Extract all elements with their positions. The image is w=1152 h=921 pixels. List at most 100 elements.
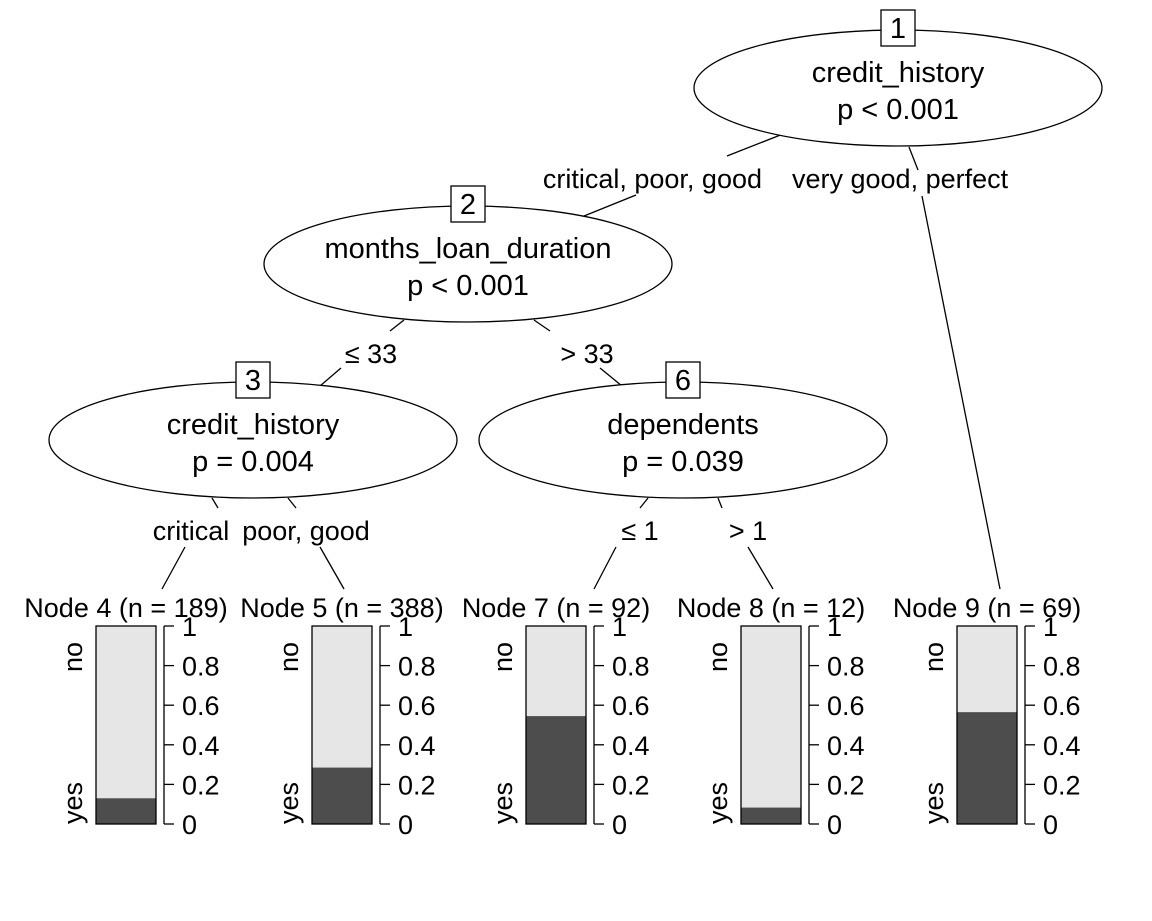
node-2-variable: months_loan_duration	[325, 233, 612, 265]
edge-6-7-seg2	[593, 546, 617, 590]
inner-node-6: 6 dependents p = 0.039	[478, 361, 888, 499]
node-6-pvalue: p = 0.039	[622, 446, 744, 478]
terminal-7-tick-label-5: 1	[612, 612, 627, 642]
node-1-pvalue: p < 0.001	[837, 94, 959, 126]
terminal-8-tick-label-0: 0	[827, 810, 842, 840]
terminal-5-label: Node 5 (n = 388)	[240, 593, 443, 623]
terminal-4-tick-label-0: 0	[182, 810, 197, 840]
terminal-5-bar-frame	[311, 625, 373, 825]
terminal-4-tick-label-4: 0.8	[182, 652, 220, 682]
edge-label-3-5: poor, good	[242, 516, 370, 546]
terminal-7-tick-label-4: 0.8	[612, 652, 650, 682]
terminal-4-tick-label-5: 1	[182, 612, 197, 642]
terminal-4-yes-bar	[96, 798, 156, 824]
terminal-9-no-bar	[957, 626, 1017, 713]
terminal-8-no-bar	[741, 626, 801, 808]
edge-2-3-seg1	[389, 319, 405, 332]
edge-2-3-seg2	[319, 367, 342, 387]
node-1-id-box	[880, 9, 916, 47]
node-3-variable: credit_history	[167, 409, 340, 441]
node-1-variable: credit_history	[812, 57, 985, 89]
terminal-5-no-bar	[312, 626, 372, 768]
terminal-7-class-no: no	[488, 642, 518, 672]
tree-terminal-nodes: Node 4 (n = 189)00.20.40.60.81noyesNode …	[24, 593, 1081, 840]
terminal-5-tick-label-0: 0	[398, 810, 413, 840]
terminal-7-bar-frame	[525, 625, 587, 825]
terminal-8-class-no: no	[703, 642, 733, 672]
edge-1-9-seg2	[921, 195, 1001, 590]
edge-label-1-2: critical, poor, good	[543, 164, 762, 194]
edge-label-2-6: > 33	[560, 339, 613, 369]
edge-6-8-seg2	[747, 546, 774, 590]
node-3-id: 3	[245, 365, 261, 397]
terminal-5-tick-label-2: 0.4	[398, 731, 436, 761]
terminal-8-tick-label-4: 0.8	[827, 652, 865, 682]
terminal-9-class-no: no	[919, 642, 949, 672]
terminal-4-tick-label-1: 0.2	[182, 770, 220, 800]
terminal-4-bar-frame	[95, 625, 157, 825]
node-2-id: 2	[460, 189, 476, 221]
edge-2-6-seg2	[599, 367, 623, 387]
terminal-5-class-no: no	[274, 642, 304, 672]
edge-6-7-seg1	[639, 497, 649, 509]
edge-label-6-8: > 1	[729, 516, 767, 546]
terminal-8-tick-label-1: 0.2	[827, 770, 865, 800]
terminal-8-label: Node 8 (n = 12)	[677, 593, 865, 623]
terminal-8-tick-label-2: 0.4	[827, 731, 865, 761]
terminal-4-class-no: no	[58, 642, 88, 672]
terminal-8-tick-label-3: 0.6	[827, 691, 865, 721]
edge-3-5-seg1	[287, 497, 297, 509]
node-3-id-box	[235, 361, 271, 399]
terminal-5-class-yes: yes	[274, 782, 304, 824]
terminal-9-label: Node 9 (n = 69)	[893, 593, 1081, 623]
terminal-9-yes-bar	[957, 712, 1017, 824]
edge-6-8-seg1	[717, 497, 723, 509]
edge-label-6-7: ≤ 1	[621, 516, 658, 546]
terminal-9-tick-label-2: 0.4	[1043, 731, 1081, 761]
terminal-7-tick-label-2: 0.4	[612, 731, 650, 761]
terminal-4-no-bar	[96, 626, 156, 799]
terminal-8-bar-frame	[740, 625, 802, 825]
terminal-5-tick-label-1: 0.2	[398, 770, 436, 800]
terminal-node-8: Node 8 (n = 12) 0 0.2 0.4 0.6 0.8 1 no yes	[677, 593, 865, 840]
terminal-node-7: Node 7 (n = 92) 0 0.2 0.4 0.6 0.8 1 no yes	[462, 593, 650, 840]
edge-1-2-seg2	[583, 194, 637, 217]
edge-label-2-3: ≤ 33	[345, 339, 397, 369]
terminal-7-no-bar	[526, 626, 586, 717]
terminal-5-tick-label-5: 1	[398, 612, 413, 642]
terminal-8-yes-bar	[741, 807, 801, 824]
node-2-id-box	[450, 185, 486, 223]
terminal-9-tick-label-1: 0.2	[1043, 770, 1081, 800]
terminal-9-tick-label-4: 0.8	[1043, 652, 1081, 682]
terminal-node-9: Node 9 (n = 69) 0 0.2 0.4 0.6 0.8 1 no yes	[893, 593, 1081, 840]
terminal-4-tick-label-3: 0.6	[182, 691, 220, 721]
node-6-id-box	[665, 361, 701, 399]
edge-1-2-seg1	[726, 133, 784, 157]
node-1-id: 1	[890, 13, 906, 45]
edge-label-3-4: critical	[153, 516, 230, 546]
edge-3-4-seg1	[211, 497, 219, 509]
terminal-4-tick-label-2: 0.4	[182, 731, 220, 761]
edge-3-5-seg2	[319, 546, 345, 590]
terminal-7-tick-label-1: 0.2	[612, 770, 650, 800]
terminal-5-tick-label-4: 0.8	[398, 652, 436, 682]
edge-1-9-seg1	[908, 146, 919, 171]
terminal-8-tick-label-5: 1	[827, 612, 842, 642]
edge-2-6-seg1	[533, 319, 551, 332]
terminal-5-tick-label-3: 0.6	[398, 691, 436, 721]
terminal-9-class-yes: yes	[919, 782, 949, 824]
terminal-8-class-yes: yes	[703, 782, 733, 824]
terminal-4-label: Node 4 (n = 189)	[24, 593, 227, 623]
tree-edges	[161, 133, 1001, 590]
terminal-7-yes-bar	[526, 716, 586, 824]
edge-label-1-9: very good, perfect	[792, 164, 1009, 194]
terminal-7-label: Node 7 (n = 92)	[462, 593, 650, 623]
terminal-node-5: Node 5 (n = 388) 0 0.2 0.4 0.6 0.8 1 no yes	[240, 593, 443, 840]
node-6-id: 6	[675, 365, 691, 397]
terminal-9-tick-label-0: 0	[1043, 810, 1058, 840]
